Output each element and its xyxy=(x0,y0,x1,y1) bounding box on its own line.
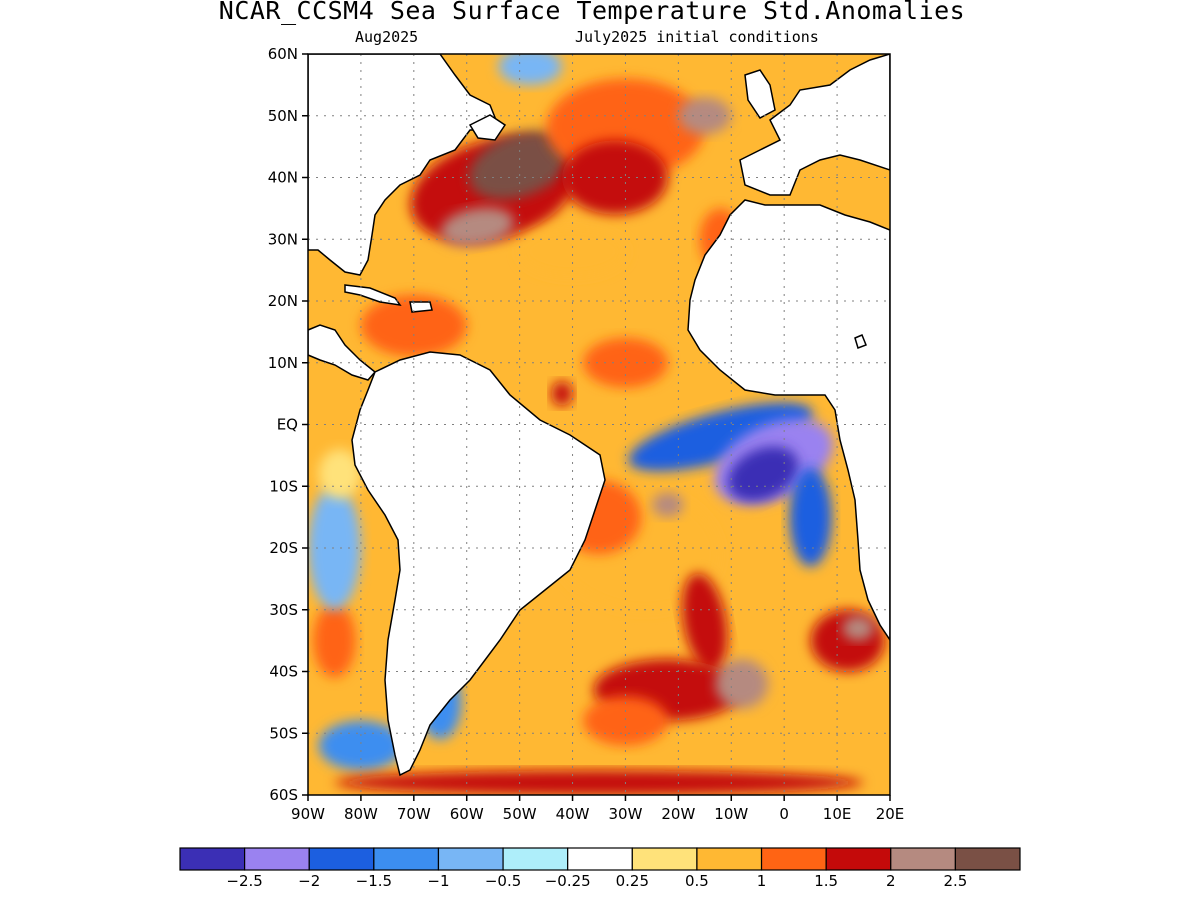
cuba-island xyxy=(344,284,402,307)
legend-label: 1.5 xyxy=(814,872,838,890)
lat-tick-label: 60N xyxy=(268,45,298,63)
legend-label: 0.25 xyxy=(616,872,649,890)
graticule xyxy=(308,54,890,795)
axis-ticks: 90W 80W 70W 60W 50W 40W 30W 20W 10W 0 10E 20E 60N 50N… xyxy=(268,45,905,823)
legend-label: −1.5 xyxy=(356,872,392,890)
legend-label: −1 xyxy=(427,872,449,890)
lon-tick-label: 90W xyxy=(291,805,325,823)
legend-swatch xyxy=(308,847,375,871)
legend-swatch xyxy=(954,847,1021,871)
lat-tick-label: 50S xyxy=(269,724,298,742)
color-legend: −2.5 −2 −1.5 −1 −0.5 −0.25 0.25 0.5 1 1.5 2 2.5 xyxy=(179,847,1021,890)
central-america-land xyxy=(308,324,377,381)
anomaly-patch xyxy=(551,381,573,406)
anomaly-patch xyxy=(651,492,684,518)
anomaly-patch xyxy=(468,130,571,200)
europe-land xyxy=(739,54,890,196)
land xyxy=(308,54,890,777)
newfoundland-island xyxy=(468,114,507,141)
british-isles xyxy=(744,69,776,119)
anomaly-patch xyxy=(440,207,514,247)
legend-label: −0.25 xyxy=(545,872,591,890)
lon-tick-label: 50W xyxy=(503,805,537,823)
anomaly-patch xyxy=(682,573,728,671)
lat-tick-label: 40N xyxy=(268,169,298,187)
lat-tick-label: EQ xyxy=(277,416,298,434)
forecast-month: Aug2025 xyxy=(355,28,419,46)
legend-swatch xyxy=(373,847,440,871)
lat-tick-label: 10N xyxy=(268,354,298,372)
lat-tick-label: 20S xyxy=(269,539,298,557)
legend-label: 0.5 xyxy=(685,872,709,890)
lon-tick-label: 80W xyxy=(344,805,378,823)
lon-tick-label: 40W xyxy=(556,805,590,823)
lat-tick-label: 30S xyxy=(269,601,298,619)
lon-tick-label: 60W xyxy=(450,805,484,823)
anomaly-patch xyxy=(842,615,875,641)
hispaniola-island xyxy=(409,301,433,313)
africa-land xyxy=(687,199,890,642)
legend-swatch xyxy=(567,847,633,871)
legend-swatch xyxy=(631,847,698,871)
anomaly-patch xyxy=(628,402,813,472)
legend-swatch xyxy=(760,847,827,871)
sahara-coast xyxy=(854,334,867,349)
map-title: NCAR_CCSM4 Sea Surface Temperature Std.A… xyxy=(218,0,966,25)
anomaly-patch xyxy=(498,54,562,85)
anomaly-patch xyxy=(318,449,361,499)
legend-label: −0.5 xyxy=(485,872,521,890)
legend-label: 2 xyxy=(886,872,896,890)
north-america-land xyxy=(308,54,502,276)
lon-tick-label: 20E xyxy=(876,805,905,823)
anomaly-patch xyxy=(727,446,799,502)
legend-swatch xyxy=(179,847,246,871)
legend-label: 2.5 xyxy=(943,872,967,890)
lon-tick-label: 0 xyxy=(779,805,789,823)
lon-tick-label: 10W xyxy=(714,805,748,823)
lon-tick-label: 30W xyxy=(608,805,642,823)
legend-label: 1 xyxy=(757,872,767,890)
lat-tick-label: 10S xyxy=(269,477,298,495)
lon-tick-label: 10E xyxy=(823,805,852,823)
anomaly-patch xyxy=(789,467,832,567)
legend-swatch xyxy=(502,847,569,871)
anomaly-patch xyxy=(360,294,467,357)
legend-swatch xyxy=(437,847,504,871)
lon-tick-label: 20W xyxy=(661,805,695,823)
anomaly-patch xyxy=(313,603,356,678)
lon-tick-label: 70W xyxy=(397,805,431,823)
anomaly-patch xyxy=(334,770,864,795)
legend-label: −2.5 xyxy=(226,872,262,890)
anomaly-patch xyxy=(715,659,769,709)
anomaly-patch xyxy=(561,140,668,215)
legend-swatch xyxy=(696,847,763,871)
legend-swatch xyxy=(244,847,310,871)
legend-swatch xyxy=(890,847,956,871)
legend-label: −2 xyxy=(298,872,320,890)
anomaly-patch xyxy=(318,720,404,771)
anomaly-patch xyxy=(810,609,885,672)
lat-tick-label: 30N xyxy=(268,230,298,248)
lat-tick-label: 50N xyxy=(268,107,298,125)
lat-tick-label: 40S xyxy=(269,663,298,681)
legend-swatch xyxy=(825,847,892,871)
anomaly-patch xyxy=(583,338,668,388)
initial-conditions: July2025 initial conditions xyxy=(575,28,819,46)
anomaly-patch xyxy=(678,97,732,135)
south-america-land xyxy=(351,351,606,777)
lat-tick-label: 60S xyxy=(269,786,298,804)
lat-tick-label: 20N xyxy=(268,292,298,310)
anomaly-patch xyxy=(519,226,626,277)
anomaly-patch xyxy=(308,486,361,610)
